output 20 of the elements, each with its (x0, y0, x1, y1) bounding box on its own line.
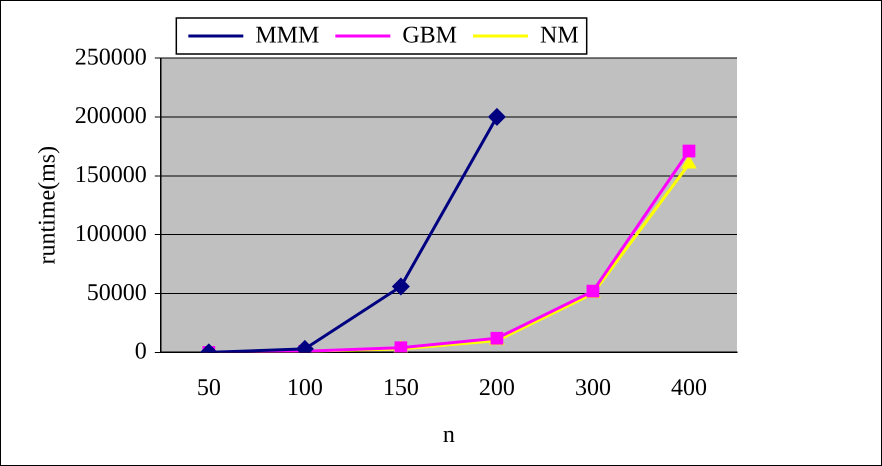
point (392, 277, 410, 296)
y-tick-label: 200000 (74, 103, 147, 130)
x-tick-label: 50 (196, 375, 221, 402)
x-tick-label: 100 (286, 375, 323, 402)
point (488, 108, 506, 126)
point (682, 144, 696, 158)
y-tick-label: 50000 (86, 280, 147, 306)
legend-label: NM (540, 22, 579, 48)
legend-label: MMM (255, 22, 320, 48)
x-tick-label: 300 (574, 375, 611, 402)
y-tick-label: 100000 (74, 220, 147, 247)
legend-label: GBM (402, 22, 458, 48)
y-axis-title: runtime(ms) (34, 146, 61, 265)
x-tick-label: 400 (670, 375, 707, 402)
x-tick-label: 200 (478, 375, 515, 402)
y-tick-label: 150000 (74, 162, 147, 188)
y-tick-label: 0 (134, 338, 147, 365)
x-axis-title: n (442, 422, 455, 448)
y-tick-label: 250000 (74, 44, 147, 70)
x-tick-label: 150 (382, 375, 419, 402)
